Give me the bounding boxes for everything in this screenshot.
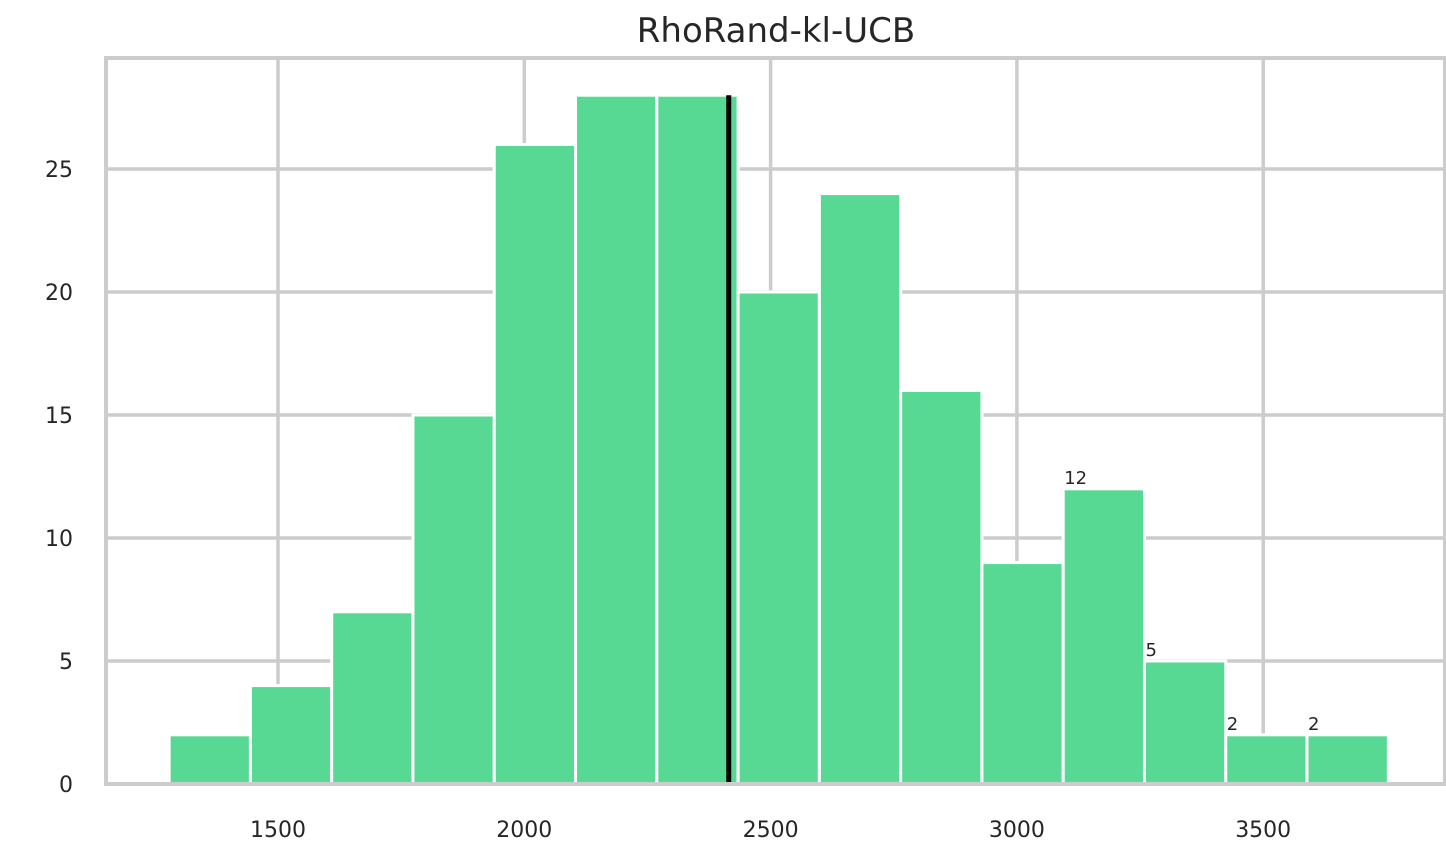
histogram-bar <box>574 93 659 786</box>
histogram-bar <box>736 290 821 786</box>
bar-data-label: 12 <box>1064 468 1087 489</box>
x-tick-label: 2000 <box>496 818 552 843</box>
x-tick-label: 2500 <box>743 818 799 843</box>
histogram-bar <box>248 684 334 786</box>
y-tick-label: 5 <box>59 650 73 675</box>
bar-data-label: 2 <box>1227 714 1238 735</box>
histogram-bar <box>655 93 740 786</box>
bar-data-label: 2 <box>1308 714 1319 735</box>
histogram-bar <box>411 413 496 786</box>
y-tick-label: 15 <box>45 404 73 429</box>
histogram-bar <box>167 733 252 786</box>
bar-data-label: 5 <box>1145 640 1156 661</box>
histogram-bar <box>980 561 1065 786</box>
x-tick-label: 1500 <box>250 818 306 843</box>
plot-frame <box>104 56 1446 786</box>
histogram-bar <box>1061 487 1146 786</box>
histogram-bar <box>1305 733 1390 786</box>
histogram-bar <box>1142 659 1228 786</box>
x-tick-label: 3500 <box>1235 818 1291 843</box>
y-tick-label: 20 <box>45 281 73 306</box>
bars <box>167 93 1390 786</box>
histogram-bar <box>330 610 415 786</box>
histogram-bar <box>492 142 578 786</box>
y-tick-label: 25 <box>45 158 73 183</box>
histogram-bar <box>899 388 984 786</box>
data-labels: 12 5 2 2 <box>1064 468 1319 735</box>
histogram-bar <box>1224 733 1309 786</box>
histogram-bar <box>817 192 903 786</box>
y-tick-label: 0 <box>59 773 73 798</box>
chart-title: RhoRand-kl-UCB <box>637 11 915 51</box>
y-axis-ticks: 0 5 10 15 20 25 <box>45 158 73 798</box>
x-axis-ticks: 1500 2000 2500 3000 3500 <box>250 818 1291 843</box>
x-tick-label: 3000 <box>989 818 1045 843</box>
y-tick-label: 10 <box>45 527 73 552</box>
